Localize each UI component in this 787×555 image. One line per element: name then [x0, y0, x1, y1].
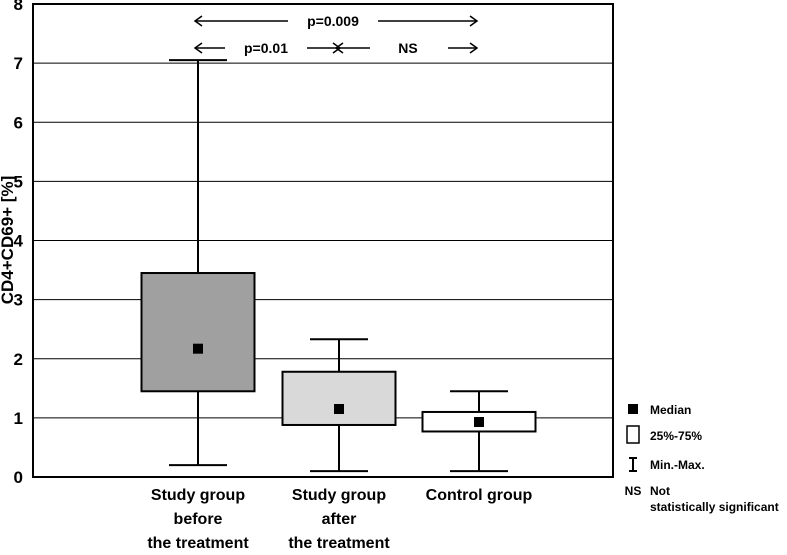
box-group	[140, 59, 256, 467]
legend-box-swatch	[626, 425, 640, 444]
x-category-label: Control group	[426, 487, 533, 504]
y-tick-label: 0	[14, 468, 23, 487]
annotation-label: NS	[398, 40, 417, 56]
box-series	[140, 59, 537, 473]
arrow-head-right	[469, 42, 479, 54]
median-marker	[193, 343, 203, 354]
iqr-box	[281, 370, 397, 426]
box-group	[421, 390, 537, 473]
legend-ns-abbr: NS	[625, 484, 642, 498]
arrow-head-left	[334, 42, 344, 54]
x-axis-categories: Study group before the treatment Study grou…	[147, 487, 532, 552]
y-tick-label: 4	[14, 232, 24, 251]
arrow-head-left	[193, 15, 203, 27]
y-tick-label: 7	[14, 54, 23, 73]
gridlines	[33, 62, 613, 419]
legend: Median 25%-75% Min.-Max. NS Not statistically…	[625, 403, 779, 514]
iqr-box	[140, 272, 256, 393]
legend-label: 25%-75%	[650, 429, 702, 443]
y-axis-ticks: 0 1 2 3 4 5 6 7 8	[14, 0, 24, 487]
y-tick-label: 5	[14, 172, 23, 191]
x-category-label: before	[174, 511, 223, 528]
annotation-label: p=0.009	[307, 13, 359, 29]
legend-median-swatch	[628, 404, 638, 414]
legend-label: Not	[650, 484, 670, 498]
x-category-label: after	[322, 511, 357, 528]
arrow-head-left	[193, 42, 203, 54]
y-tick-label: 3	[14, 291, 23, 310]
legend-label: Min.-Max.	[650, 458, 705, 472]
median-marker	[334, 404, 344, 415]
x-category-label: Study group	[292, 487, 386, 504]
arrow-head-right	[469, 15, 479, 27]
plot-frame	[32, 3, 614, 478]
x-category-label: the treatment	[288, 535, 390, 552]
y-axis-label: CD4+CD69+ [%]	[0, 176, 17, 305]
box-group	[281, 338, 397, 473]
y-tick-label: 2	[14, 350, 23, 369]
y-tick-label: 8	[14, 0, 23, 14]
x-category-label: Study group	[151, 487, 245, 504]
median-marker	[474, 417, 484, 428]
y-tick-label: 6	[14, 113, 23, 132]
x-category-label: the treatment	[147, 535, 249, 552]
y-tick-label: 1	[14, 409, 23, 428]
legend-label: Median	[650, 403, 691, 417]
significance-annotations: p=0.009 p=0.01 NS	[193, 13, 479, 56]
annotation-label: p=0.01	[244, 40, 288, 56]
legend-label: statistically significant	[650, 500, 779, 514]
